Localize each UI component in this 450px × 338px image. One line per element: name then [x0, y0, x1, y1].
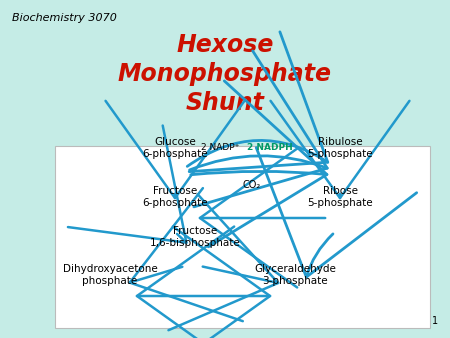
Text: 2 NADP⁺: 2 NADP⁺	[201, 143, 239, 152]
Text: 1: 1	[432, 316, 438, 326]
Text: 2 NADPH: 2 NADPH	[247, 143, 293, 152]
Text: Fructose
6-phosphate: Fructose 6-phosphate	[142, 186, 208, 208]
Text: Fructose
1,6-bisphosphate: Fructose 1,6-bisphosphate	[149, 226, 240, 248]
Text: Biochemistry 3070: Biochemistry 3070	[12, 13, 117, 23]
Text: Glucose
6-phosphate: Glucose 6-phosphate	[142, 138, 208, 159]
Bar	[55, 146, 430, 328]
Text: Ribulose
5-phosphate: Ribulose 5-phosphate	[307, 138, 373, 159]
Text: CO₂: CO₂	[243, 180, 261, 190]
Text: Glyceraldehyde
3-phosphate: Glyceraldehyde 3-phosphate	[254, 264, 336, 286]
Text: Dihydroxyacetone
phosphate: Dihydroxyacetone phosphate	[63, 264, 158, 286]
Text: Ribose
5-phosphate: Ribose 5-phosphate	[307, 186, 373, 208]
Text: Hexose
Monophosphate
Shunt: Hexose Monophosphate Shunt	[118, 33, 332, 115]
